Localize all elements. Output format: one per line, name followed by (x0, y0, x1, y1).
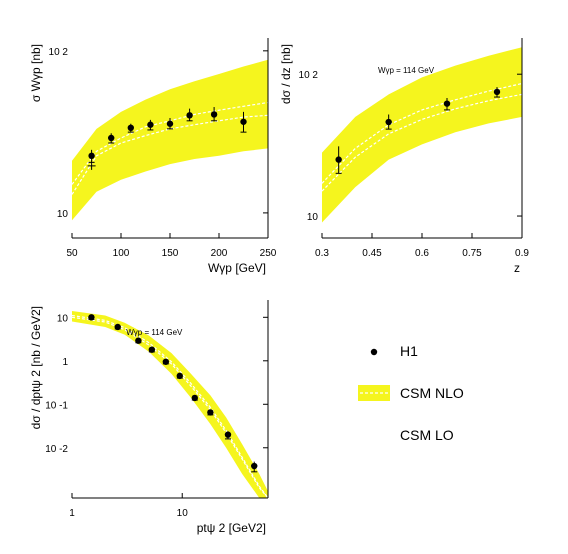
h1-data-point (385, 118, 392, 126)
x-tick-label: 0.45 (362, 248, 382, 259)
h1-data-point (114, 323, 121, 331)
y-tick-label: 1 (62, 357, 68, 368)
h1-data-point (493, 88, 501, 96)
x-tick-label: 10 (177, 508, 189, 519)
csm-nlo-curve-central-a (72, 314, 268, 498)
h1-data-point (88, 314, 95, 321)
x-tick-label: 100 (113, 248, 130, 259)
x-axis-label: Wγp [GeV] (208, 261, 266, 275)
x-tick-label: 250 (260, 248, 277, 259)
csm-nlo-curve-central-b (322, 93, 522, 192)
csm-nlo-curve-central-b (72, 114, 268, 195)
x-tick-label: 150 (162, 248, 179, 259)
h1-data-point (251, 462, 258, 470)
kinematic-annotation: Wγp = 114 GeV (126, 328, 183, 337)
csm-nlo-curve-central-b (72, 316, 268, 498)
legend-nlo-swatch (358, 385, 390, 401)
h1-data-point (210, 111, 218, 118)
y-tick-label: 10 -2 (45, 444, 68, 455)
h1-data-point (335, 156, 342, 163)
h1-data-point (191, 394, 198, 402)
h1-data-point (240, 118, 247, 125)
csm-nlo-curve-central-a (322, 82, 522, 184)
y-tick-label: 10 (57, 313, 69, 324)
legend-h1-marker (370, 348, 378, 356)
y-tick-label: 10 2 (299, 70, 319, 81)
h1-data-point (176, 372, 183, 380)
h1-data-point (443, 100, 451, 107)
x-tick-label: 1 (69, 508, 75, 519)
y-tick-label: 10 (57, 209, 69, 220)
csm-nlo-band (72, 311, 268, 498)
y-tick-label: 10 -1 (45, 400, 68, 411)
x-axis-label: ptψ 2 [GeV2] (197, 521, 266, 535)
x-tick-label: 50 (66, 248, 78, 259)
h1-data-point (88, 152, 95, 160)
h1-data-point (162, 358, 170, 365)
y-tick-label: 10 2 (49, 47, 69, 58)
x-tick-label: 200 (211, 248, 228, 259)
h1-data-point (166, 120, 174, 127)
x-axis-label: z (514, 261, 520, 275)
x-tick-label: 0.9 (515, 248, 529, 259)
h1-data-point (224, 431, 232, 438)
h1-data-point (108, 134, 115, 142)
y-tick-label: 10 (307, 212, 319, 223)
h1-data-point (186, 112, 193, 119)
y-axis-label: σ Wγp [nb] (29, 44, 43, 102)
h1-data-point (148, 346, 156, 353)
h1-data-point (127, 124, 134, 132)
h1-data-point (147, 121, 154, 128)
extra-data-cross (87, 161, 96, 170)
y-axis-label: dσ / dptψ 2 [nb / GeV2] (29, 306, 43, 429)
y-axis-label: dσ / dz [nb] (279, 44, 293, 104)
legend-label: H1 (400, 343, 418, 359)
kinematic-annotation: Wγp = 114 GeV (378, 66, 435, 75)
x-tick-label: 0.3 (315, 248, 329, 259)
x-tick-label: 0.6 (415, 248, 429, 259)
x-tick-label: 0.75 (462, 248, 482, 259)
h1-data-point (135, 337, 142, 344)
legend-label: CSM NLO (400, 385, 464, 401)
csm-nlo-band (72, 59, 268, 221)
legend-label: CSM LO (400, 427, 454, 443)
h1-data-point (207, 409, 214, 416)
csm-nlo-band (322, 47, 522, 223)
